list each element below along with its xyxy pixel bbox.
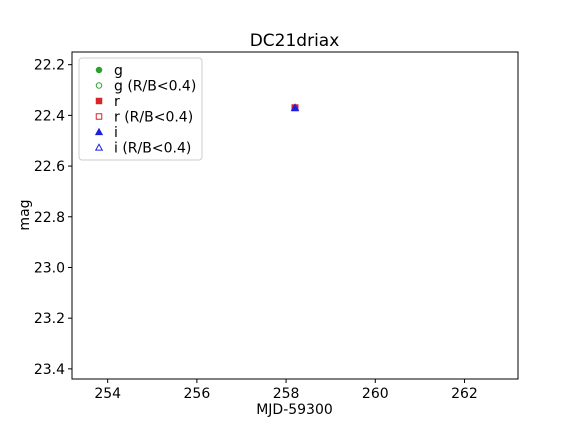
y-axis-label: mag [17, 199, 33, 230]
legend-marker-g [95, 66, 103, 74]
legend-marker-r [95, 97, 103, 105]
x-tick-label: 260 [362, 386, 389, 402]
x-axis: 254 256 258 260 262 [94, 379, 478, 402]
legend: gg (R/B<0.4)rr (R/B<0.4)ii (R/B<0.4) [78, 57, 203, 161]
y-tick-label: 23.4 [34, 362, 65, 378]
y-tick-label: 23.2 [34, 311, 65, 327]
data-point-i-0 [290, 103, 300, 112]
x-tick-label: 256 [184, 386, 211, 402]
y-tick-label: 22.8 [34, 210, 65, 226]
x-tick-label: 258 [273, 386, 300, 402]
legend-marker-r-r-b-0-4- [95, 113, 103, 120]
x-tick-label: 254 [94, 386, 121, 402]
legend-label-r-r-b-0-4-: r (R/B<0.4) [114, 110, 193, 126]
legend-label-i-r-b-0-4-: i (R/B<0.4) [114, 141, 191, 157]
legend-label-r: r [114, 94, 120, 110]
legend-box [78, 57, 203, 161]
y-axis: 22.2 22.4 22.6 22.8 23.0 23.2 23.4 [34, 58, 72, 378]
legend-marker-i [94, 127, 104, 136]
y-tick-label: 22.4 [34, 108, 65, 124]
legend-label-i: i [114, 125, 118, 141]
legend-marker-g-r-b-0-4- [95, 82, 103, 89]
plot-frame [71, 51, 519, 380]
y-tick-label: 22.2 [34, 58, 65, 74]
legend-label-g-r-b-0-4-: g (R/B<0.4) [114, 79, 196, 95]
legend-marker-i-r-b-0-4- [94, 143, 104, 151]
legend-label-g: g [114, 63, 123, 79]
y-tick-label: 23.0 [34, 260, 65, 276]
chart-title: DC21driax [250, 31, 340, 51]
y-tick-label: 22.6 [34, 159, 65, 175]
x-axis-label: MJD-59300 [256, 402, 333, 418]
x-tick-label: 262 [451, 386, 478, 402]
